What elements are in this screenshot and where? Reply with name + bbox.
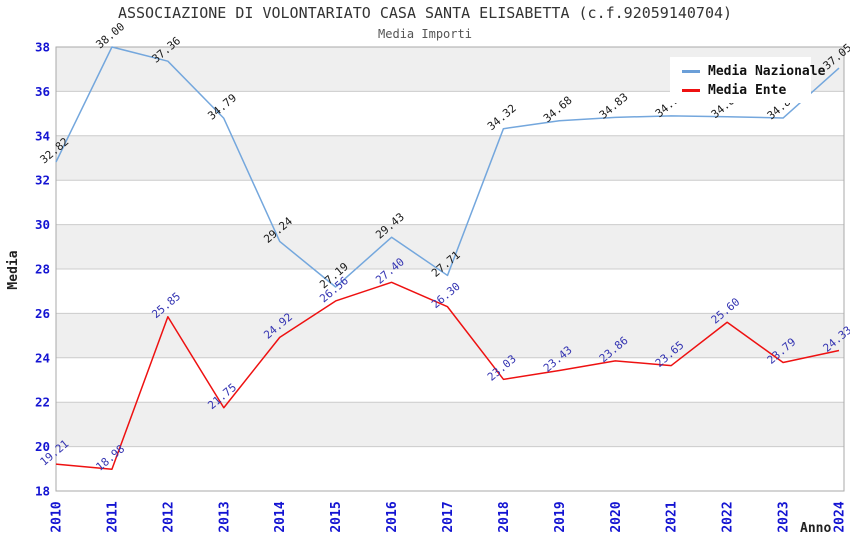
series-line-media-nazionale (55, 46, 840, 288)
grid-band (56, 446, 844, 491)
x-tick-label: 2015 (329, 501, 344, 532)
plot-border (55, 46, 845, 492)
grid-band (56, 180, 844, 225)
y-tick-label: 26 (35, 306, 50, 321)
chart-title: ASSOCIAZIONE DI VOLONTARIATO CASA SANTA … (117, 4, 733, 22)
x-tick-label: 2016 (385, 501, 400, 532)
x-tick-label: 2011 (105, 501, 120, 532)
y-tick-label: 28 (35, 262, 50, 277)
grid-band (56, 135, 844, 181)
y-tick-label: 22 (35, 395, 50, 410)
grid-band (56, 357, 844, 403)
x-tick-label: 2024 (833, 501, 848, 532)
x-tick-label: 2023 (777, 501, 792, 532)
y-tick-label: 36 (35, 84, 50, 99)
legend-item-media-ente: Media Ente (682, 81, 811, 100)
legend-label: Media Ente (708, 83, 787, 98)
legend-item-media-nazionale: Media Nazionale (682, 62, 825, 81)
x-tick-label: 2014 (273, 501, 288, 532)
x-axis-title: Anno (800, 521, 832, 536)
series-line-media-ente (55, 281, 840, 470)
grid-band (56, 224, 844, 269)
grid-band (56, 402, 844, 447)
y-tick-label: 30 (35, 217, 50, 232)
legend: Media Nazionale Media Ente (670, 57, 825, 103)
grid-band (56, 313, 844, 358)
x-tick-label: 2017 (441, 501, 456, 532)
x-tick-label: 2021 (665, 501, 680, 532)
x-tick-label: 2018 (497, 501, 512, 532)
y-tick-label: 34 (35, 128, 50, 143)
y-tick-label: 20 (35, 439, 50, 454)
x-tick-label: 2013 (217, 501, 232, 532)
y-tick-label: 38 (35, 40, 50, 55)
grid-band (56, 269, 844, 314)
x-tick-label: 2022 (721, 501, 736, 532)
x-tick-label: 2019 (553, 501, 568, 532)
y-tick-label: 24 (35, 350, 50, 365)
x-tick-label: 2010 (50, 501, 65, 532)
legend-swatch-media-ente (682, 89, 700, 92)
y-tick-label: 32 (35, 173, 50, 188)
chart-subtitle: Media Importi (378, 27, 472, 41)
x-tick-label: 2020 (609, 501, 624, 532)
y-tick-label: 18 (35, 484, 50, 499)
x-tick-label: 2012 (161, 501, 176, 532)
legend-swatch-media-nazionale (682, 70, 700, 73)
legend-label: Media Nazionale (708, 64, 826, 79)
